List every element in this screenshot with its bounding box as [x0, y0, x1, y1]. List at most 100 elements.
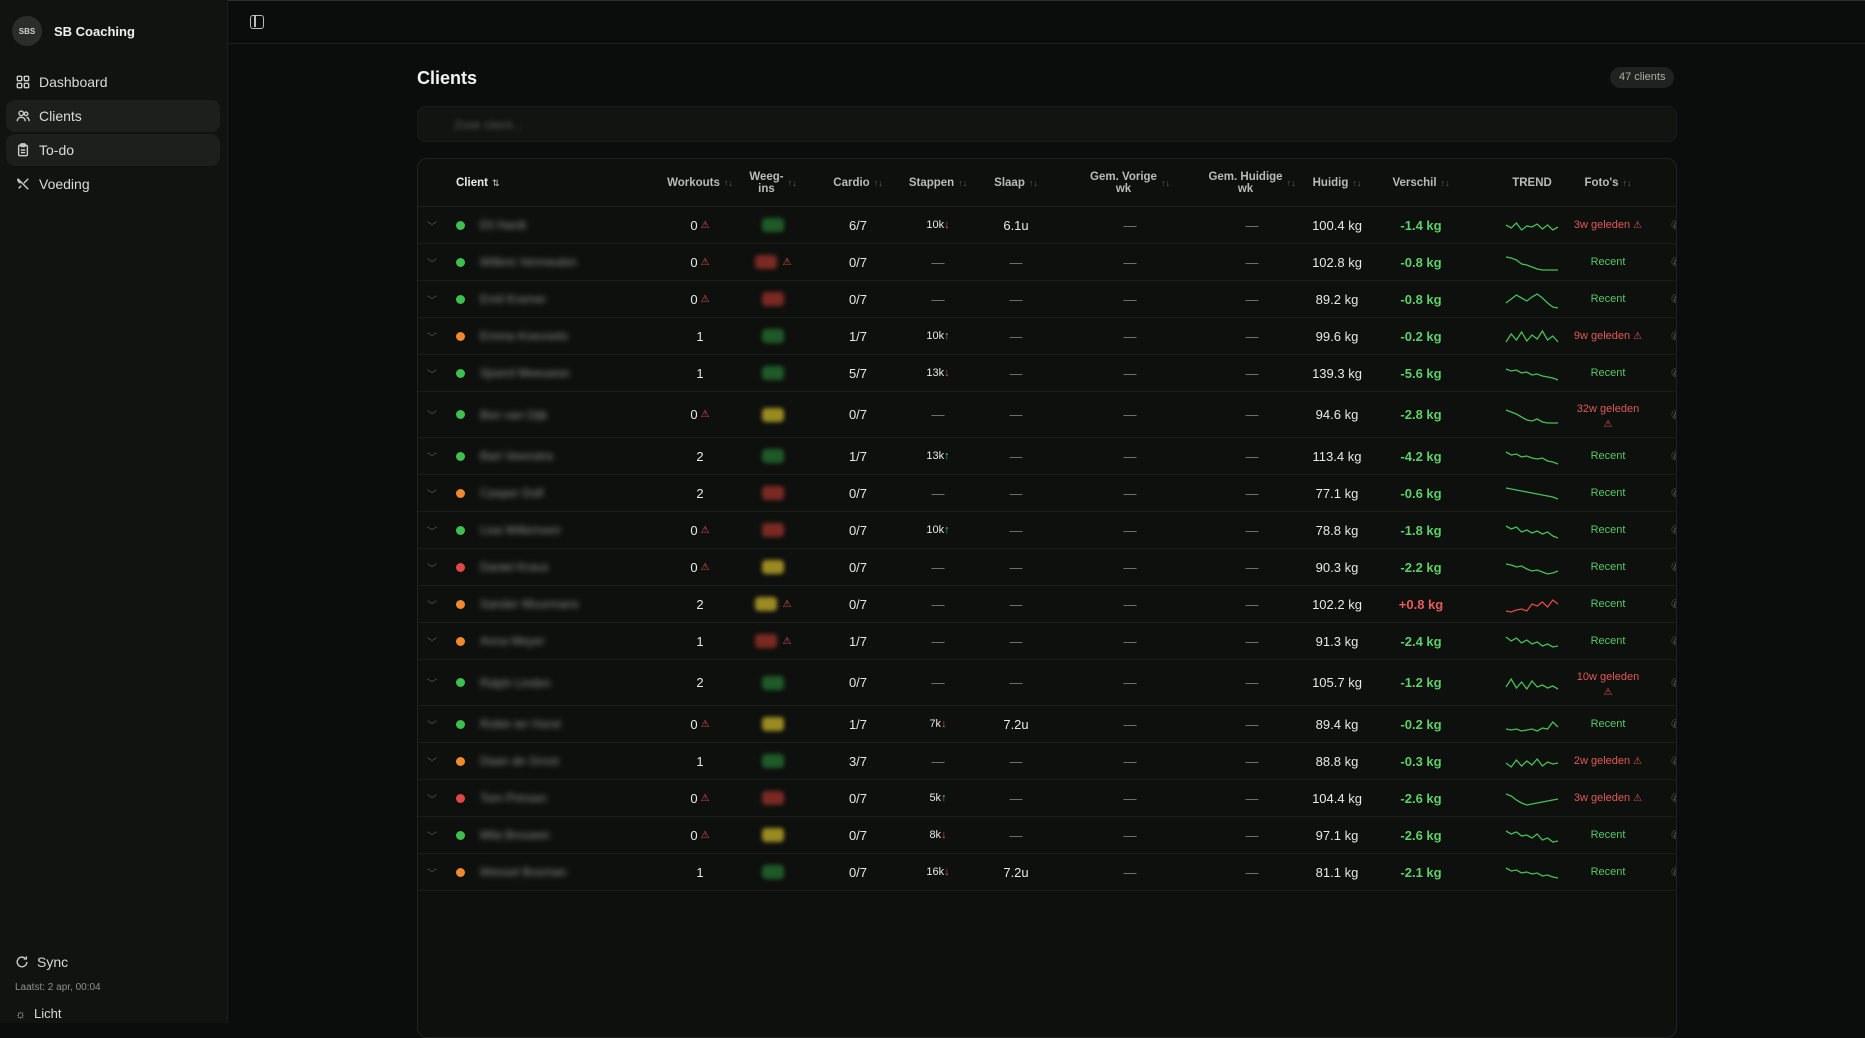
- nav-item-clients[interactable]: Clients: [6, 100, 220, 132]
- expand-chevron-icon[interactable]: ﹀: [427, 757, 437, 769]
- client-name[interactable]: Sander Mourmans: [480, 597, 579, 611]
- phone-icon[interactable]: ✆: [1646, 743, 1676, 779]
- client-name[interactable]: Ben van Dijk: [480, 407, 548, 422]
- phone-icon[interactable]: ✆: [1646, 706, 1676, 742]
- photos-cell[interactable]: Recent: [1548, 512, 1668, 548]
- expand-chevron-icon[interactable]: ﹀: [427, 679, 437, 690]
- table-row[interactable]: ﹀ Eli Hardt 0 ⚠ 6/7 10k ↓ 6.1u — —100.4 kg -1.4 kg…: [418, 207, 1676, 244]
- table-row[interactable]: ﹀ Daan de Groot 1 3/7 — — — — 88.8 kg -0.3 kg 2w g…: [418, 743, 1676, 780]
- sync-button[interactable]: Sync: [15, 954, 68, 970]
- expand-chevron-icon[interactable]: ﹀: [427, 794, 437, 806]
- client-name[interactable]: Eli Hardt: [480, 218, 527, 232]
- table-row[interactable]: ﹀ Anna Meyer 1 ⚠ 1/7 — — — — 91.3 kg -2.4 kg Recent…: [418, 623, 1676, 660]
- client-name[interactable]: Bart Veenstra: [480, 449, 553, 463]
- phone-icon[interactable]: ✆: [1646, 854, 1676, 890]
- expand-chevron-icon[interactable]: ﹀: [427, 831, 437, 843]
- expand-chevron-icon[interactable]: ﹀: [427, 221, 437, 233]
- client-name[interactable]: Lisa Willemsen: [480, 523, 561, 537]
- client-name[interactable]: Sjoerd Meeuwse: [480, 366, 570, 380]
- phone-icon[interactable]: ✆: [1646, 438, 1676, 474]
- photos-cell[interactable]: Recent: [1548, 549, 1668, 585]
- expand-chevron-icon[interactable]: ﹀: [427, 526, 437, 538]
- photos-cell[interactable]: 10w geleden ⚠: [1548, 660, 1668, 705]
- client-name[interactable]: Robin ter Horst: [480, 717, 561, 731]
- phone-icon[interactable]: ✆: [1646, 623, 1676, 659]
- table-row[interactable]: ﹀ Lisa Willemsen 0 ⚠ 0/7 10k ↑ — — — 78.8 kg -1.8 k…: [418, 512, 1676, 549]
- table-row[interactable]: ﹀ Willem Vermeulen 0 ⚠ ⚠ 0/7— — — —102.8 kg -0.8 …: [418, 244, 1676, 281]
- phone-icon[interactable]: ✆: [1646, 475, 1676, 511]
- photos-cell[interactable]: Recent: [1548, 623, 1668, 659]
- nav-item-todo[interactable]: To-do: [6, 134, 220, 166]
- brand[interactable]: SBS SB Coaching: [12, 16, 135, 46]
- sidebar-toggle-icon[interactable]: [250, 15, 264, 29]
- photos-cell[interactable]: 3w geleden ⚠: [1548, 207, 1668, 243]
- table-row[interactable]: ﹀ Ben van Dijk 0 ⚠ 0/7— — — —94.6 kg -2.8 kg 32w …: [418, 392, 1676, 438]
- expand-chevron-icon[interactable]: ﹀: [427, 489, 437, 501]
- client-name[interactable]: Willem Vermeulen: [480, 255, 577, 269]
- table-row[interactable]: ﹀ Daniel Kraus 0 ⚠ 0/7 — — — — 90.3 kg -2.2 kg Rece…: [418, 549, 1676, 586]
- column-header-weegins[interactable]: Weeg- ins ↑↓: [718, 159, 828, 207]
- table-row[interactable]: ﹀ Sjoerd Meeuwse 1 5/7 13k ↓ — — — 139.3 kg -5.6 k…: [418, 355, 1676, 392]
- expand-chevron-icon[interactable]: ﹀: [427, 258, 437, 270]
- expand-chevron-icon[interactable]: ﹀: [427, 600, 437, 612]
- phone-icon[interactable]: ✆: [1646, 780, 1676, 816]
- phone-icon[interactable]: ✆: [1646, 512, 1676, 548]
- column-header-gem_huidige[interactable]: Gem. Huidige wk ↑↓: [1152, 159, 1352, 207]
- phone-icon[interactable]: ✆: [1646, 281, 1676, 317]
- expand-chevron-icon[interactable]: ﹀: [427, 332, 437, 344]
- photos-cell[interactable]: Recent: [1548, 817, 1668, 853]
- client-name[interactable]: Mila Brouwer: [480, 828, 551, 842]
- phone-icon[interactable]: ✆: [1646, 318, 1676, 354]
- table-row[interactable]: ﹀ Tom Prinsen 0 ⚠ 0/7 5k ↑ — — —104.4 kg -2.6 kg 3w…: [418, 780, 1676, 817]
- client-name[interactable]: Daniel Kraus: [480, 560, 549, 574]
- photos-cell[interactable]: 32w geleden ⚠: [1548, 392, 1668, 437]
- phone-icon[interactable]: ✆: [1646, 207, 1676, 243]
- phone-icon[interactable]: ✆: [1646, 355, 1676, 391]
- photos-cell[interactable]: Recent: [1548, 355, 1668, 391]
- expand-chevron-icon[interactable]: ﹀: [427, 720, 437, 732]
- client-name[interactable]: Emil Kramer: [480, 292, 547, 306]
- table-row[interactable]: ﹀ Sander Mourmans 2 ⚠ 0/7 — — — — 102.2 kg +0.8 kg…: [418, 586, 1676, 623]
- phone-icon[interactable]: ✆: [1646, 392, 1676, 437]
- column-header-verschil[interactable]: Verschil ↑↓: [1361, 159, 1481, 207]
- expand-chevron-icon[interactable]: ﹀: [427, 411, 437, 422]
- client-name[interactable]: Emma Koevoets: [480, 329, 569, 343]
- photos-cell[interactable]: Recent: [1548, 438, 1668, 474]
- photos-cell[interactable]: Recent: [1548, 244, 1668, 280]
- theme-toggle[interactable]: ☼ Licht: [15, 1006, 61, 1021]
- column-header-gem_vorige[interactable]: Gem. Vorige wk ↑↓: [1030, 159, 1230, 207]
- client-name[interactable]: Wessel Bosman: [480, 865, 567, 879]
- table-row[interactable]: ﹀ Robin ter Horst 0 ⚠ 1/7 7k ↓ 7.2u — — 89.4 kg -0.…: [418, 706, 1676, 743]
- table-row[interactable]: ﹀ Ralph Linden 2 0/7 — — — — 105.7 kg -1.2 kg 10w …: [418, 660, 1676, 706]
- photos-cell[interactable]: Recent: [1548, 854, 1668, 890]
- expand-chevron-icon[interactable]: ﹀: [427, 637, 437, 649]
- table-row[interactable]: ﹀ Emil Kramer 0 ⚠ 0/7 — — — — 89.2 kg -0.8 kg Recen…: [418, 281, 1676, 318]
- table-row[interactable]: ﹀ Bart Veenstra 2 1/7 13k ↑ — — — 113.4 kg -4.2 kg…: [418, 438, 1676, 475]
- client-name[interactable]: Anna Meyer: [480, 634, 545, 648]
- table-row[interactable]: ﹀ Emma Koevoets 1 1/7 10k ↑ — — — 99.6 kg -0.2 kg 9…: [418, 318, 1676, 355]
- expand-chevron-icon[interactable]: ﹀: [427, 295, 437, 307]
- phone-icon[interactable]: ✆: [1646, 817, 1676, 853]
- table-row[interactable]: ﹀ Wessel Bosman 1 0/7 16k ↓ 7.2u — — 81.1 kg -2.1 …: [418, 854, 1676, 891]
- column-header-stappen[interactable]: Stappen ↑↓: [888, 159, 988, 207]
- photos-cell[interactable]: 3w geleden ⚠: [1548, 780, 1668, 816]
- expand-chevron-icon[interactable]: ﹀: [427, 369, 437, 381]
- expand-chevron-icon[interactable]: ﹀: [427, 868, 437, 880]
- table-row[interactable]: ﹀ Mila Brouwer 0 ⚠ 0/7 8k ↓ — — — 97.1 kg -2.6 kg Re…: [418, 817, 1676, 854]
- client-name[interactable]: Daan de Groot: [480, 754, 559, 768]
- expand-chevron-icon[interactable]: ﹀: [427, 563, 437, 575]
- expand-chevron-icon[interactable]: ﹀: [427, 452, 437, 464]
- client-name[interactable]: Ralph Linden: [480, 675, 551, 690]
- client-name[interactable]: Casper Dolf: [480, 486, 544, 500]
- phone-icon[interactable]: ✆: [1646, 660, 1676, 705]
- column-header-cardio[interactable]: Cardio ↑↓: [808, 159, 908, 207]
- phone-icon[interactable]: ✆: [1646, 244, 1676, 280]
- photos-cell[interactable]: 2w geleden ⚠: [1548, 743, 1668, 779]
- column-header-workouts[interactable]: Workouts ↑↓: [630, 159, 770, 207]
- phone-icon[interactable]: ✆: [1646, 549, 1676, 585]
- column-header-fotos[interactable]: Foto's ↑↓: [1548, 159, 1668, 207]
- phone-icon[interactable]: ✆: [1646, 586, 1676, 622]
- photos-cell[interactable]: Recent: [1548, 706, 1668, 742]
- photos-cell[interactable]: Recent: [1548, 475, 1668, 511]
- search-input[interactable]: Zoek client...: [417, 106, 1677, 142]
